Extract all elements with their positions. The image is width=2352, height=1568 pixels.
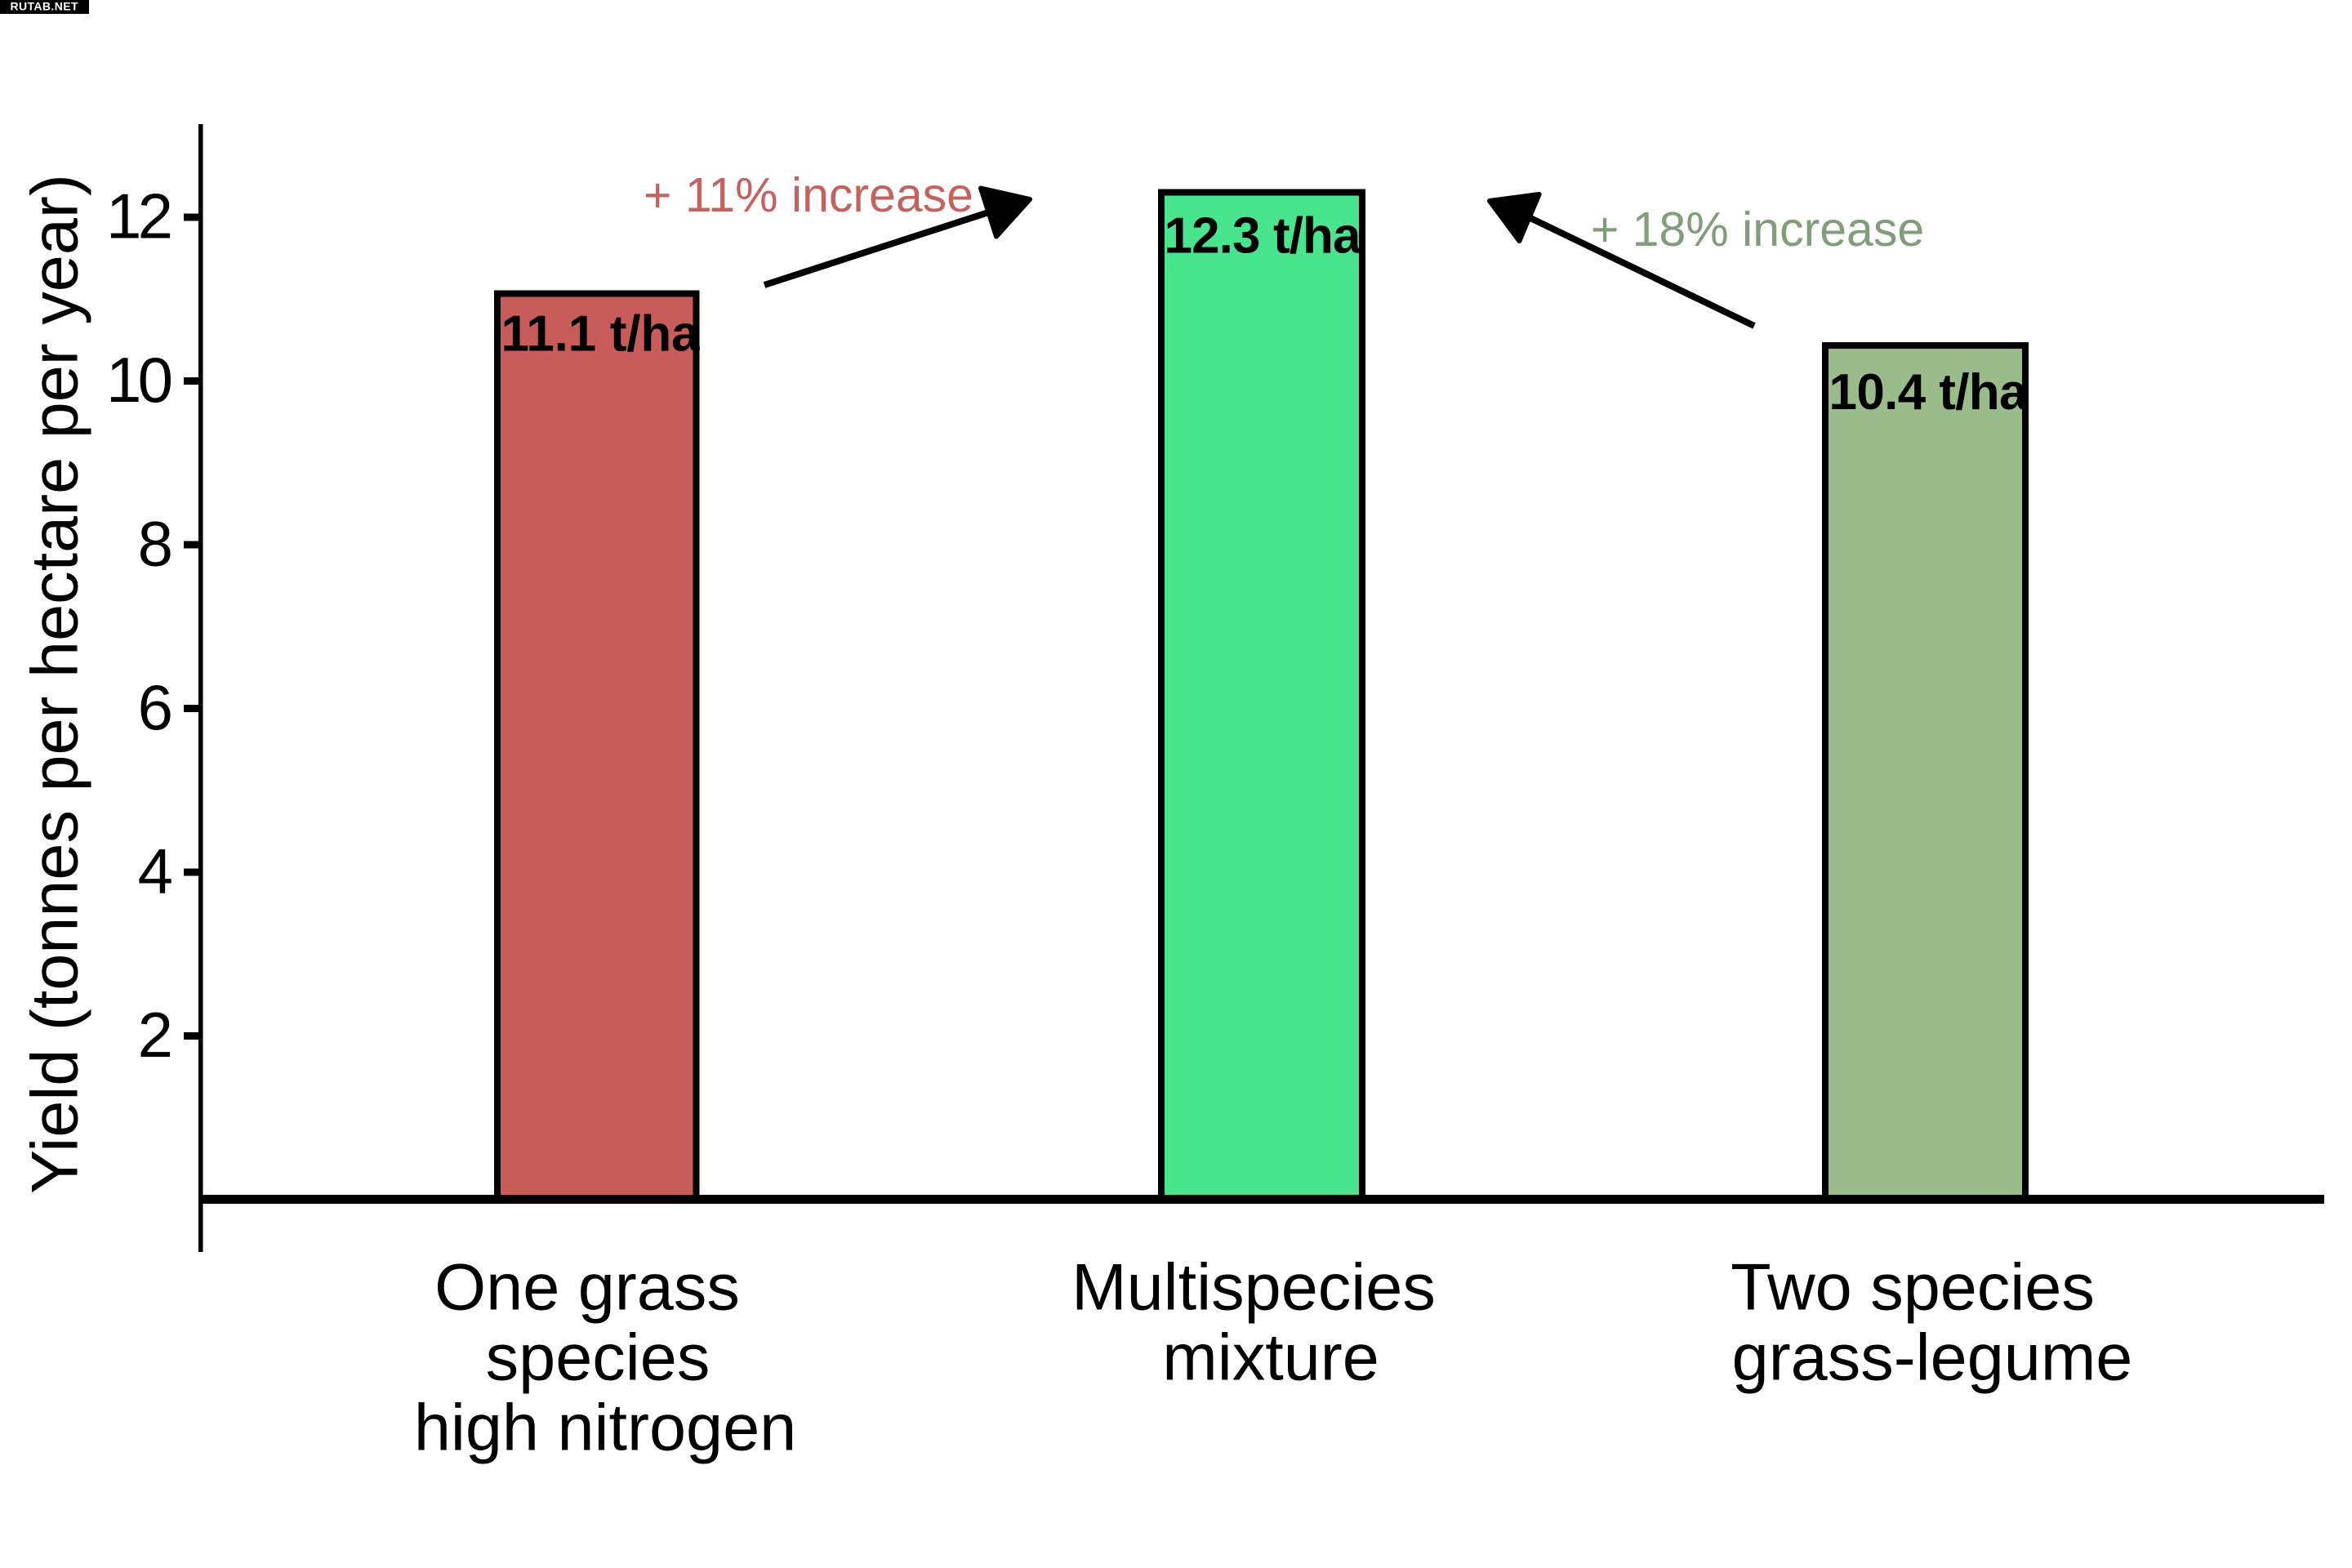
svg-text:10: 10 (106, 344, 173, 416)
svg-text:+ 18% increase: + 18% increase (1591, 203, 1924, 256)
svg-text:2: 2 (138, 999, 173, 1071)
svg-text:Two species: Two species (1731, 1251, 2095, 1325)
svg-text:Yield (tonnes per hectare per: Yield (tonnes per hectare per year) (19, 174, 92, 1194)
svg-text:One grass: One grass (434, 1251, 740, 1325)
svg-text:grass-legume: grass-legume (1732, 1321, 2133, 1395)
svg-text:RUTAB.NET: RUTAB.NET (11, 0, 78, 13)
svg-text:12.3 t/ha: 12.3 t/ha (1165, 208, 1362, 265)
svg-text:mixture: mixture (1162, 1321, 1379, 1395)
svg-text:11.1 t/ha: 11.1 t/ha (501, 306, 701, 363)
svg-text:+ 11% increase: + 11% increase (644, 168, 973, 222)
svg-text:8: 8 (138, 508, 173, 580)
svg-text:Multispecies: Multispecies (1071, 1251, 1436, 1325)
svg-text:12: 12 (106, 180, 173, 252)
svg-text:6: 6 (138, 671, 173, 743)
svg-text:high nitrogen: high nitrogen (414, 1392, 796, 1465)
svg-text:10.4 t/ha: 10.4 t/ha (1829, 364, 2029, 421)
svg-text:species: species (486, 1321, 710, 1395)
svg-text:4: 4 (138, 835, 173, 907)
